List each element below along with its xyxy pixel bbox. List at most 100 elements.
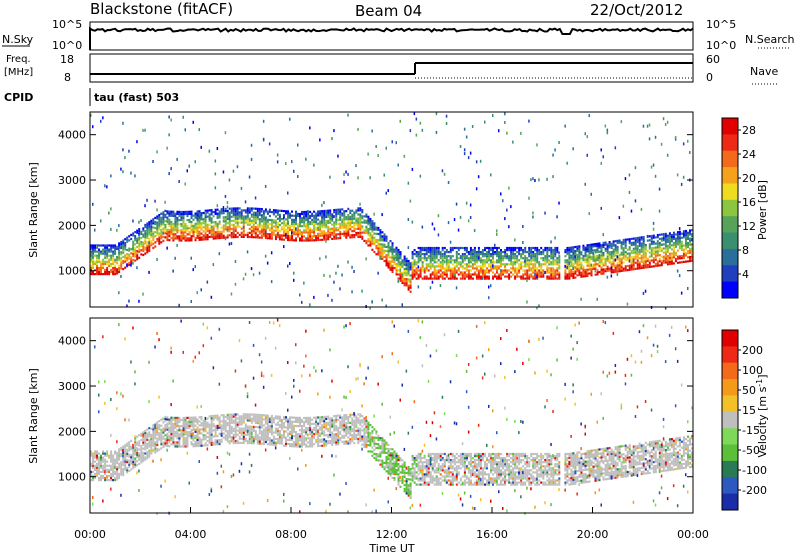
heatmap-cell [644, 250, 647, 253]
heatmap-cell [453, 269, 456, 272]
heatmap-cell [443, 260, 446, 264]
heatmap-cell [106, 246, 109, 249]
heatmap-cell [335, 214, 338, 218]
heatmap-cell [136, 229, 139, 232]
heatmap-cell [266, 224, 269, 228]
heatmap-cell [602, 272, 605, 275]
heatmap-cell [534, 249, 537, 252]
heatmap-cell [570, 271, 573, 274]
heatmap-cell [162, 239, 165, 242]
heatmap-cell [588, 272, 591, 275]
heatmap-cell [574, 268, 577, 271]
heatmap-cell [486, 269, 489, 272]
heatmap-cell [172, 235, 175, 238]
heatmap-cell [248, 217, 251, 220]
heatmap-cell [188, 431, 191, 434]
heatmap-cell [417, 255, 420, 258]
heatmap-cell [584, 273, 587, 276]
heatmap-cell [369, 226, 372, 229]
heatmap-cell [530, 267, 533, 270]
heatmap-cell [339, 216, 342, 219]
heatmap-cell [594, 245, 597, 248]
heatmap-cell [323, 209, 326, 213]
heatmap-cell [98, 462, 101, 465]
heatmap-cell [248, 425, 251, 428]
heatmap-cell [687, 252, 690, 255]
heatmap-cell [128, 455, 131, 458]
heatmap-cell [321, 234, 324, 237]
heatmap-cell [96, 270, 99, 274]
heatmap-cell [246, 223, 249, 226]
heatmap-cell [335, 221, 338, 224]
heatmap-cell [343, 234, 346, 237]
heatmap-cell [236, 417, 239, 420]
heatmap-cell [232, 234, 235, 237]
heatmap-cell [584, 256, 587, 259]
heatmap-cell [246, 419, 249, 422]
heatmap-cell [198, 436, 201, 439]
heatmap-cell [670, 256, 673, 259]
heatmap-cell [118, 254, 121, 257]
heatmap-cell [528, 277, 531, 280]
heatmap-cell [620, 261, 623, 264]
heatmap-cell [234, 233, 237, 237]
heatmap-cell [685, 232, 688, 235]
heatmap-cell [274, 221, 277, 224]
heatmap-cell [144, 429, 147, 433]
heatmap-cell [524, 251, 527, 254]
heatmap-cell [479, 277, 482, 280]
heatmap-cell [146, 446, 149, 450]
heatmap-cell [150, 233, 153, 237]
heatmap-cell [630, 266, 633, 269]
heatmap-cell [664, 239, 667, 242]
heatmap-cell [262, 212, 265, 215]
heatmap-cell [534, 265, 537, 268]
heatmap-cell [530, 275, 533, 278]
heatmap-cell [608, 261, 611, 264]
heatmap-cell [393, 260, 396, 263]
heatmap-cell [90, 260, 93, 263]
heatmap-cell [226, 218, 229, 221]
heatmap-cell [642, 242, 645, 245]
heatmap-cell [381, 253, 384, 256]
heatmap-cell [612, 264, 615, 268]
heatmap-cell [540, 246, 543, 250]
heatmap-cell [459, 246, 462, 250]
heatmap-cell [240, 427, 243, 430]
heatmap-cell [214, 225, 217, 228]
heatmap-cell [206, 326, 209, 330]
heatmap-cell [421, 128, 424, 132]
heatmap-cell [405, 261, 408, 264]
heatmap-cell [371, 242, 374, 245]
heatmap-cell [236, 423, 239, 426]
heatmap-cell [570, 254, 573, 257]
heatmap-cell [437, 214, 440, 218]
heatmap-cell [90, 452, 93, 455]
heatmap-cell [481, 249, 484, 252]
heatmap-cell [176, 441, 179, 444]
heatmap-cell [92, 255, 94, 259]
heatmap-cell [546, 177, 548, 181]
heatmap-cell [208, 429, 211, 432]
heatmap-cell [393, 250, 396, 253]
heatmap-cell [433, 249, 436, 252]
heatmap-cell [160, 443, 163, 446]
heatmap-cell [377, 271, 379, 275]
heatmap-cell [658, 248, 661, 251]
heatmap-cell [648, 255, 651, 258]
heatmap-cell [142, 227, 145, 230]
heatmap-cell [598, 254, 600, 257]
heatmap-cell [648, 123, 651, 127]
heatmap-cell [254, 213, 257, 216]
heatmap-cell [391, 250, 394, 253]
heatmap-cell [162, 215, 165, 218]
heatmap-cell [250, 157, 253, 161]
heatmap-cell [102, 335, 104, 339]
heatmap-cell [459, 257, 462, 260]
heatmap-cell [666, 263, 669, 266]
heatmap-cell [216, 418, 219, 421]
heatmap-cell [405, 270, 408, 273]
heatmap-cell [172, 441, 175, 444]
heatmap-cell [102, 248, 105, 251]
heatmap-cell [128, 459, 131, 462]
